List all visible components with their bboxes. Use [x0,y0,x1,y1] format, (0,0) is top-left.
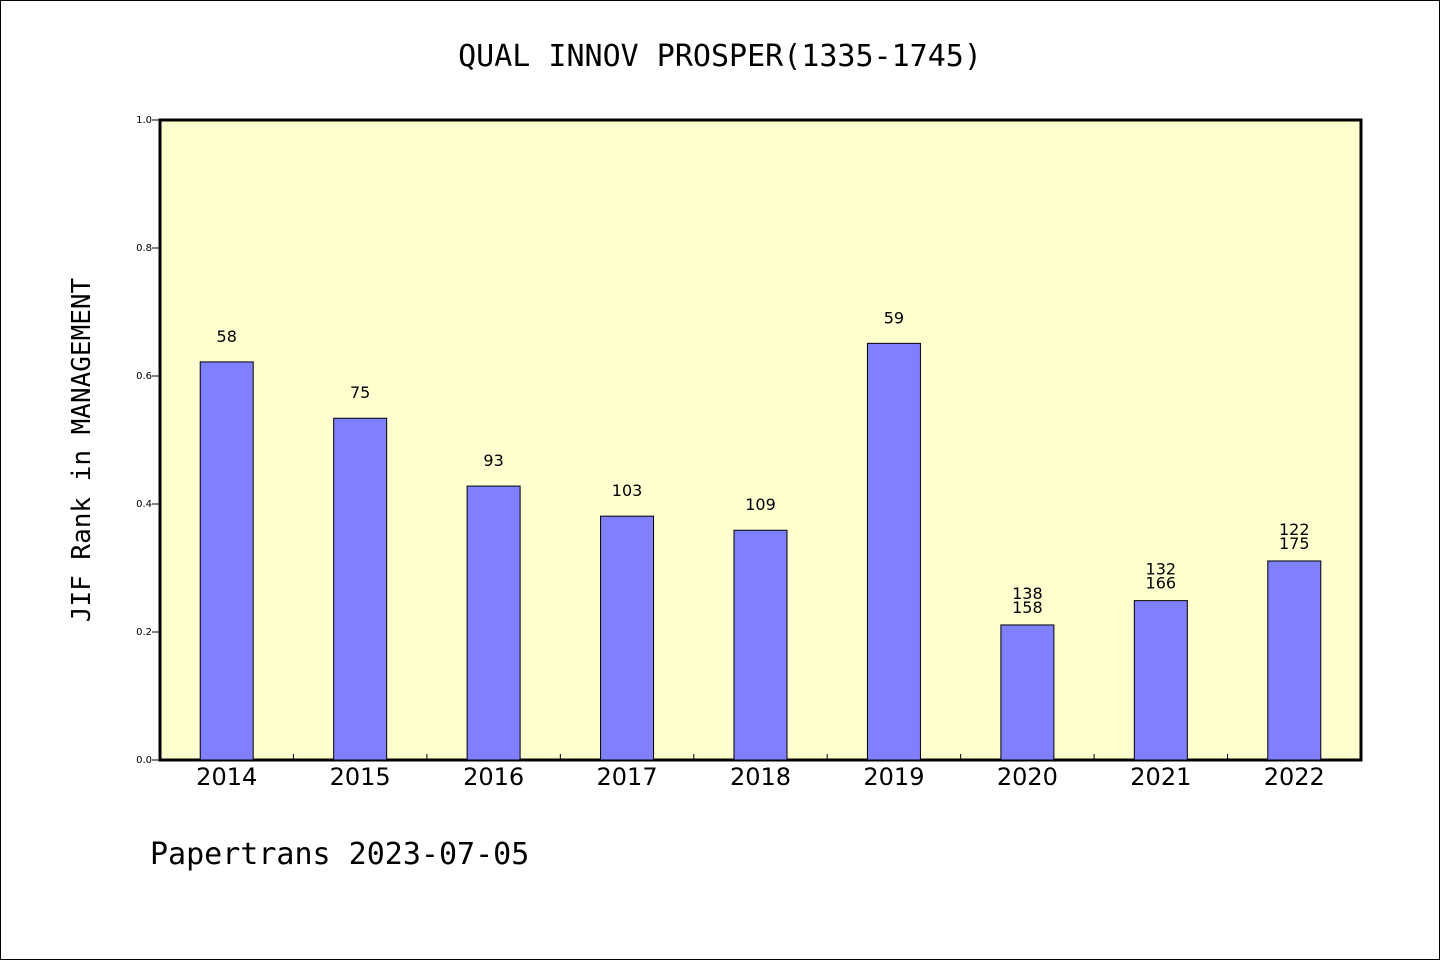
data-label: 93 [483,451,503,470]
bar-2022 [1267,560,1322,761]
y-axis-label: JIF Rank in MANAGEMENT [67,277,97,622]
y-tick-label: 1.0 [136,115,152,126]
bar-2020 [1000,624,1055,761]
y-tick-label: 0.8 [136,243,152,254]
data-label: 158 [1012,598,1043,617]
x-tick-label: 2018 [730,763,791,791]
data-label: 175 [1279,534,1310,553]
data-label: 75 [350,383,370,402]
x-tick-label: 2022 [1264,763,1325,791]
y-tick-label: 0.0 [136,755,152,766]
bars [199,342,1322,761]
bar-2018 [733,529,788,761]
data-label: 132 [1146,560,1177,579]
data-label: 59 [884,308,904,327]
data-label: 58 [217,327,237,346]
data-label: 138 [1012,584,1043,603]
x-tick-label: 2019 [863,763,924,791]
bar-2021 [1133,600,1188,761]
x-tick-label: 2014 [196,763,257,791]
x-tick-label: 2015 [330,763,391,791]
chart-title: QUAL INNOV PROSPER(1335-1745) [458,39,982,74]
bar-2017 [600,515,655,761]
y-axis-ticks: 0.0 0.2 0.4 0.6 0.8 1.0 [136,115,160,766]
y-tick-label: 0.6 [136,371,152,382]
footer-text: Papertrans 2023-07-05 [150,837,529,872]
bar-2015 [333,417,388,761]
bar-2016 [466,485,521,761]
y-tick-label: 0.2 [136,627,152,638]
data-label: 122 [1279,520,1310,539]
data-label: 109 [745,495,776,514]
data-label: 103 [612,481,643,500]
x-tick-label: 2021 [1130,763,1191,791]
x-axis-ticks: 2014 2015 2016 2017 2018 2019 2020 2021 2022 [196,754,1325,791]
data-label: 166 [1146,574,1177,593]
bar-2014 [199,361,254,761]
x-tick-label: 2020 [997,763,1058,791]
x-tick-label: 2017 [597,763,658,791]
y-tick-label: 0.4 [136,499,152,510]
x-tick-label: 2016 [463,763,524,791]
bar-2019 [866,342,921,761]
